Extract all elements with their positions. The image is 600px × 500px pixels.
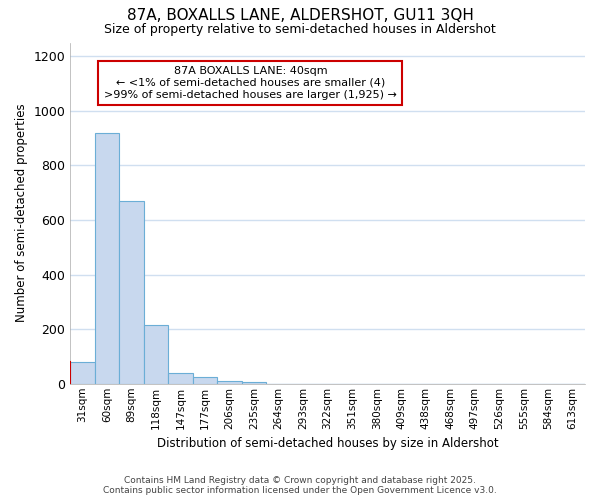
Text: 87A, BOXALLS LANE, ALDERSHOT, GU11 3QH: 87A, BOXALLS LANE, ALDERSHOT, GU11 3QH [127, 8, 473, 22]
Text: 87A BOXALLS LANE: 40sqm
← <1% of semi-detached houses are smaller (4)
>99% of se: 87A BOXALLS LANE: 40sqm ← <1% of semi-de… [104, 66, 397, 100]
Bar [169, 373, 193, 384]
Bar [193, 377, 217, 384]
Bar [70, 362, 95, 384]
Text: Contains HM Land Registry data © Crown copyright and database right 2025.
Contai: Contains HM Land Registry data © Crown c… [103, 476, 497, 495]
Bar [144, 325, 169, 384]
X-axis label: Distribution of semi-detached houses by size in Aldershot: Distribution of semi-detached houses by … [157, 437, 499, 450]
Bar [95, 132, 119, 384]
Bar [217, 381, 242, 384]
Bar [119, 201, 144, 384]
Text: Size of property relative to semi-detached houses in Aldershot: Size of property relative to semi-detach… [104, 22, 496, 36]
Y-axis label: Number of semi-detached properties: Number of semi-detached properties [15, 104, 28, 322]
Bar [242, 382, 266, 384]
